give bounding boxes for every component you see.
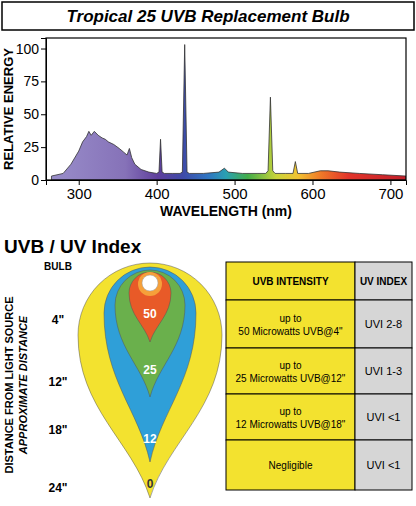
table-cell bbox=[226, 440, 355, 490]
uv-index-text: UVI <1 bbox=[367, 459, 401, 471]
x-tick: 400 bbox=[145, 180, 170, 202]
y-tick-label: 25 bbox=[23, 139, 39, 155]
distance-subtitle: APPROXIMATE DISTANCE bbox=[17, 315, 29, 455]
page: Tropical 25 UVB Replacement Bulb 300 400 50… bbox=[0, 0, 416, 506]
zone-label: 50 bbox=[143, 307, 157, 321]
uv-table: UVB INTENSITY UV INDEX up to 50 Microwatts … bbox=[226, 262, 412, 490]
y-tick-mark bbox=[41, 114, 46, 115]
y-axis-title: RELATIVE ENERGY bbox=[1, 48, 16, 170]
bulb bbox=[142, 275, 158, 291]
x-tick: 600 bbox=[300, 180, 325, 202]
x-axis-title: WAVELENGTH (nm) bbox=[160, 203, 292, 219]
intensity-text: Negligible bbox=[269, 460, 313, 471]
intensity-text: up to bbox=[279, 406, 302, 417]
table-cell bbox=[226, 348, 355, 394]
intensity-text: 12 Microwatts UVB@18" bbox=[236, 419, 346, 430]
distance-diagram: DISTANCE FROM LIGHT SOURCEAPPROXIMATE DI… bbox=[3, 261, 222, 498]
intensity-text: 25 Microwatts UVB@12" bbox=[236, 373, 346, 384]
header-cell bbox=[226, 262, 355, 300]
table-cell bbox=[355, 440, 412, 490]
header-cell bbox=[355, 262, 412, 300]
distance-label: 4" bbox=[52, 313, 64, 327]
y-tick: 75 bbox=[23, 73, 46, 89]
x-tick-label: 500 bbox=[223, 185, 248, 202]
x-tick-label: 400 bbox=[145, 185, 170, 202]
x-tick: 300 bbox=[67, 180, 92, 202]
intensity-text: up to bbox=[279, 313, 302, 324]
table-cell bbox=[226, 394, 355, 440]
zone-outer bbox=[78, 263, 222, 498]
uv-index-text: UVI 2-8 bbox=[365, 318, 402, 330]
y-tick: 50 bbox=[23, 106, 46, 122]
table-cell bbox=[355, 348, 412, 394]
table-cell bbox=[355, 300, 412, 348]
plot-area bbox=[51, 45, 406, 180]
x-tick-label: 600 bbox=[300, 185, 325, 202]
distance-label: 18" bbox=[48, 423, 67, 437]
y-tick: 100 bbox=[16, 40, 46, 56]
column-head: UVB INTENSITY bbox=[252, 276, 328, 287]
column-head: UV INDEX bbox=[360, 276, 408, 287]
x-tick: 700 bbox=[378, 180, 403, 202]
y-axis: 0 25 50 75 100 bbox=[16, 39, 47, 188]
y-tick-mark bbox=[41, 81, 46, 82]
distance-label: 24" bbox=[48, 481, 67, 495]
distance-title: DISTANCE FROM LIGHT SOURCE bbox=[3, 296, 15, 473]
intensity-text: up to bbox=[279, 360, 302, 371]
y-axis-line bbox=[41, 39, 47, 181]
y-tick-label: 50 bbox=[23, 106, 39, 122]
y-tick-label: 100 bbox=[16, 40, 40, 56]
x-axis: 300 400 500 600 700 bbox=[47, 180, 407, 202]
intensity-text: 50 Microwatts UVB@4" bbox=[238, 326, 343, 337]
y-tick-label: 75 bbox=[23, 73, 39, 89]
title-box bbox=[2, 2, 414, 30]
y-tick: 0 bbox=[31, 172, 46, 188]
y-tick-mark bbox=[41, 147, 46, 148]
spectrum-area bbox=[51, 45, 406, 180]
uv-index-text: UVI <1 bbox=[367, 411, 401, 423]
x-tick-label: 300 bbox=[67, 185, 92, 202]
y-tick-mark bbox=[41, 49, 46, 50]
uv-index-text: UVI 1-3 bbox=[365, 365, 402, 377]
table-cell bbox=[355, 394, 412, 440]
x-tick: 500 bbox=[223, 180, 248, 202]
distance-label: 12" bbox=[48, 375, 67, 389]
plot-frame bbox=[46, 38, 406, 180]
panel-title: UVB / UV Index bbox=[4, 236, 142, 257]
zone-50 bbox=[129, 272, 171, 342]
zone-label: 12 bbox=[143, 432, 157, 446]
bulb-glow bbox=[138, 272, 162, 296]
y-tick: 25 bbox=[23, 139, 46, 155]
table-cell bbox=[226, 300, 355, 348]
x-tick-label: 700 bbox=[378, 185, 403, 202]
zone-label: 0 bbox=[147, 477, 154, 491]
zone-12 bbox=[104, 267, 196, 462]
distance-label: BULB bbox=[44, 261, 72, 272]
zone-25 bbox=[115, 270, 185, 397]
zone-label: 25 bbox=[143, 363, 157, 377]
chart-title: Tropical 25 UVB Replacement Bulb bbox=[66, 7, 349, 26]
y-tick-mark bbox=[41, 180, 46, 181]
y-tick-label: 0 bbox=[31, 172, 39, 188]
